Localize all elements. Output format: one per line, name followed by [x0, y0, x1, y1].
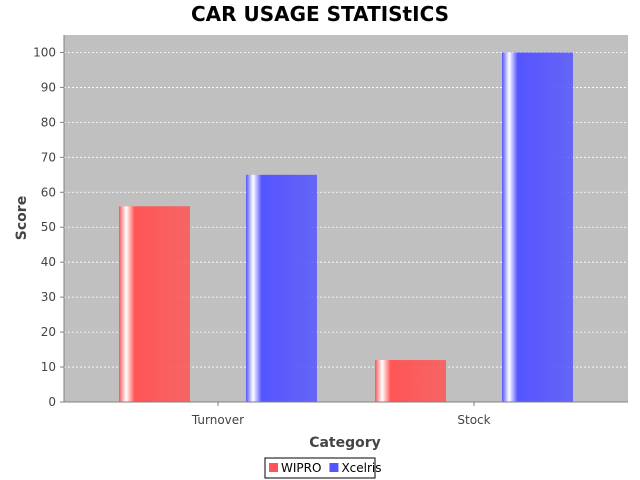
y-tick-label: 30: [41, 290, 56, 304]
legend: WIPRO Xcelris: [264, 457, 382, 479]
legend-item-label: WIPRO: [281, 461, 321, 475]
x-tick-label: Turnover: [191, 413, 244, 427]
x-axis: Turnover Stock: [64, 401, 628, 427]
legend-swatch: [329, 463, 339, 472]
chart-title: CAR USAGE STATIStICS: [191, 2, 449, 26]
bar-wipro-turnover: [119, 206, 190, 402]
y-axis-label: Score: [14, 196, 30, 240]
y-tick-label: 40: [41, 255, 56, 269]
x-tick-label: Stock: [457, 413, 490, 427]
bar-wipro-stock: [375, 360, 446, 402]
y-axis: 0 10 20 30 40 50 60 70 80 90 100: [33, 35, 65, 409]
legend-swatch: [269, 463, 278, 472]
legend-item-label: Xcelris: [341, 461, 381, 475]
y-tick-label: 60: [41, 185, 56, 199]
y-tick-label: 90: [41, 80, 56, 94]
y-tick-label: 70: [41, 150, 56, 164]
y-tick-label: 50: [41, 220, 56, 234]
y-tick-label: 80: [41, 115, 56, 129]
bars: [119, 52, 573, 402]
bar-xcelris-stock: [502, 52, 573, 402]
bar-xcelris-turnover: [246, 174, 317, 402]
y-tick-label: 0: [48, 395, 56, 409]
x-axis-label: Category: [309, 435, 381, 451]
y-tick-label: 20: [41, 325, 56, 339]
y-tick-label: 100: [33, 45, 56, 59]
legend-box: [264, 457, 376, 479]
y-tick-label: 10: [41, 360, 56, 374]
